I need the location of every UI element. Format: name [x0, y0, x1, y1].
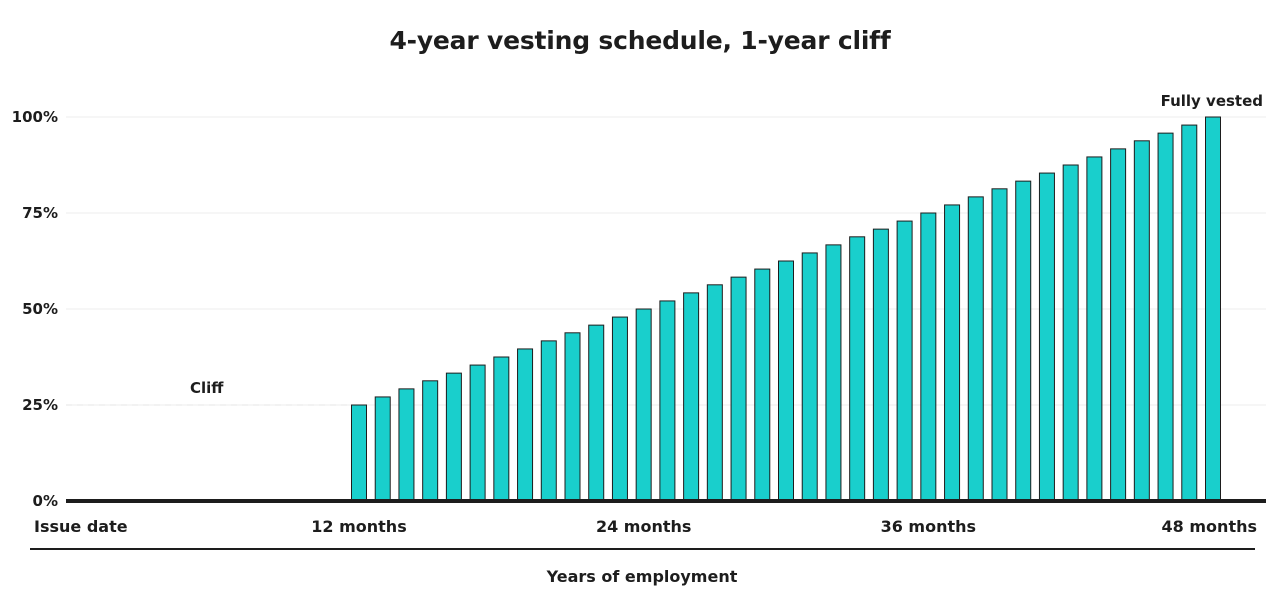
bar	[422, 380, 439, 502]
bar	[1133, 140, 1150, 502]
annotation-label: Fully vested	[1161, 92, 1263, 110]
bar	[564, 332, 581, 502]
bar	[351, 404, 367, 502]
bar	[1086, 156, 1103, 502]
x-tick-label: 48 months	[1162, 517, 1257, 536]
bar	[944, 204, 961, 502]
y-tick-label: 75%	[22, 204, 58, 222]
bar	[991, 188, 1008, 502]
bar	[896, 220, 913, 502]
bar	[540, 340, 557, 502]
chart-title: 4-year vesting schedule, 1-year cliff	[389, 26, 891, 55]
annotation-label: Cliff	[190, 379, 224, 397]
bar	[683, 292, 700, 502]
bar	[493, 356, 510, 502]
bar	[635, 308, 652, 502]
bar	[517, 348, 534, 502]
bar	[872, 228, 889, 502]
bar	[920, 212, 937, 502]
bar	[588, 324, 605, 502]
bar	[1062, 164, 1079, 502]
x-tick-label: Issue date	[34, 517, 128, 536]
bar	[967, 196, 984, 502]
y-tick-label: 0%	[33, 492, 58, 510]
bar	[754, 268, 771, 502]
bar	[849, 236, 866, 502]
bar	[1205, 116, 1221, 502]
bar	[1038, 172, 1055, 502]
y-tick-label: 50%	[22, 300, 58, 318]
bar	[1015, 180, 1032, 502]
y-tick-label: 25%	[22, 396, 58, 414]
bar	[706, 284, 723, 502]
bar	[1157, 132, 1174, 502]
bar	[1110, 148, 1127, 502]
bar	[801, 252, 818, 502]
x-tick-label: 12 months	[311, 517, 406, 536]
bar	[469, 364, 486, 502]
bar	[659, 300, 676, 502]
y-tick-label: 100%	[12, 108, 58, 126]
x-tick-label: 36 months	[881, 517, 976, 536]
bar	[611, 316, 628, 502]
bar	[778, 260, 794, 502]
bar	[374, 396, 391, 502]
bar	[825, 244, 842, 502]
bar	[445, 372, 462, 502]
x-axis-title: Years of employment	[546, 567, 738, 586]
bar	[1181, 124, 1198, 502]
bar	[730, 276, 747, 502]
bar	[398, 388, 415, 502]
x-tick-label: 24 months	[596, 517, 691, 536]
